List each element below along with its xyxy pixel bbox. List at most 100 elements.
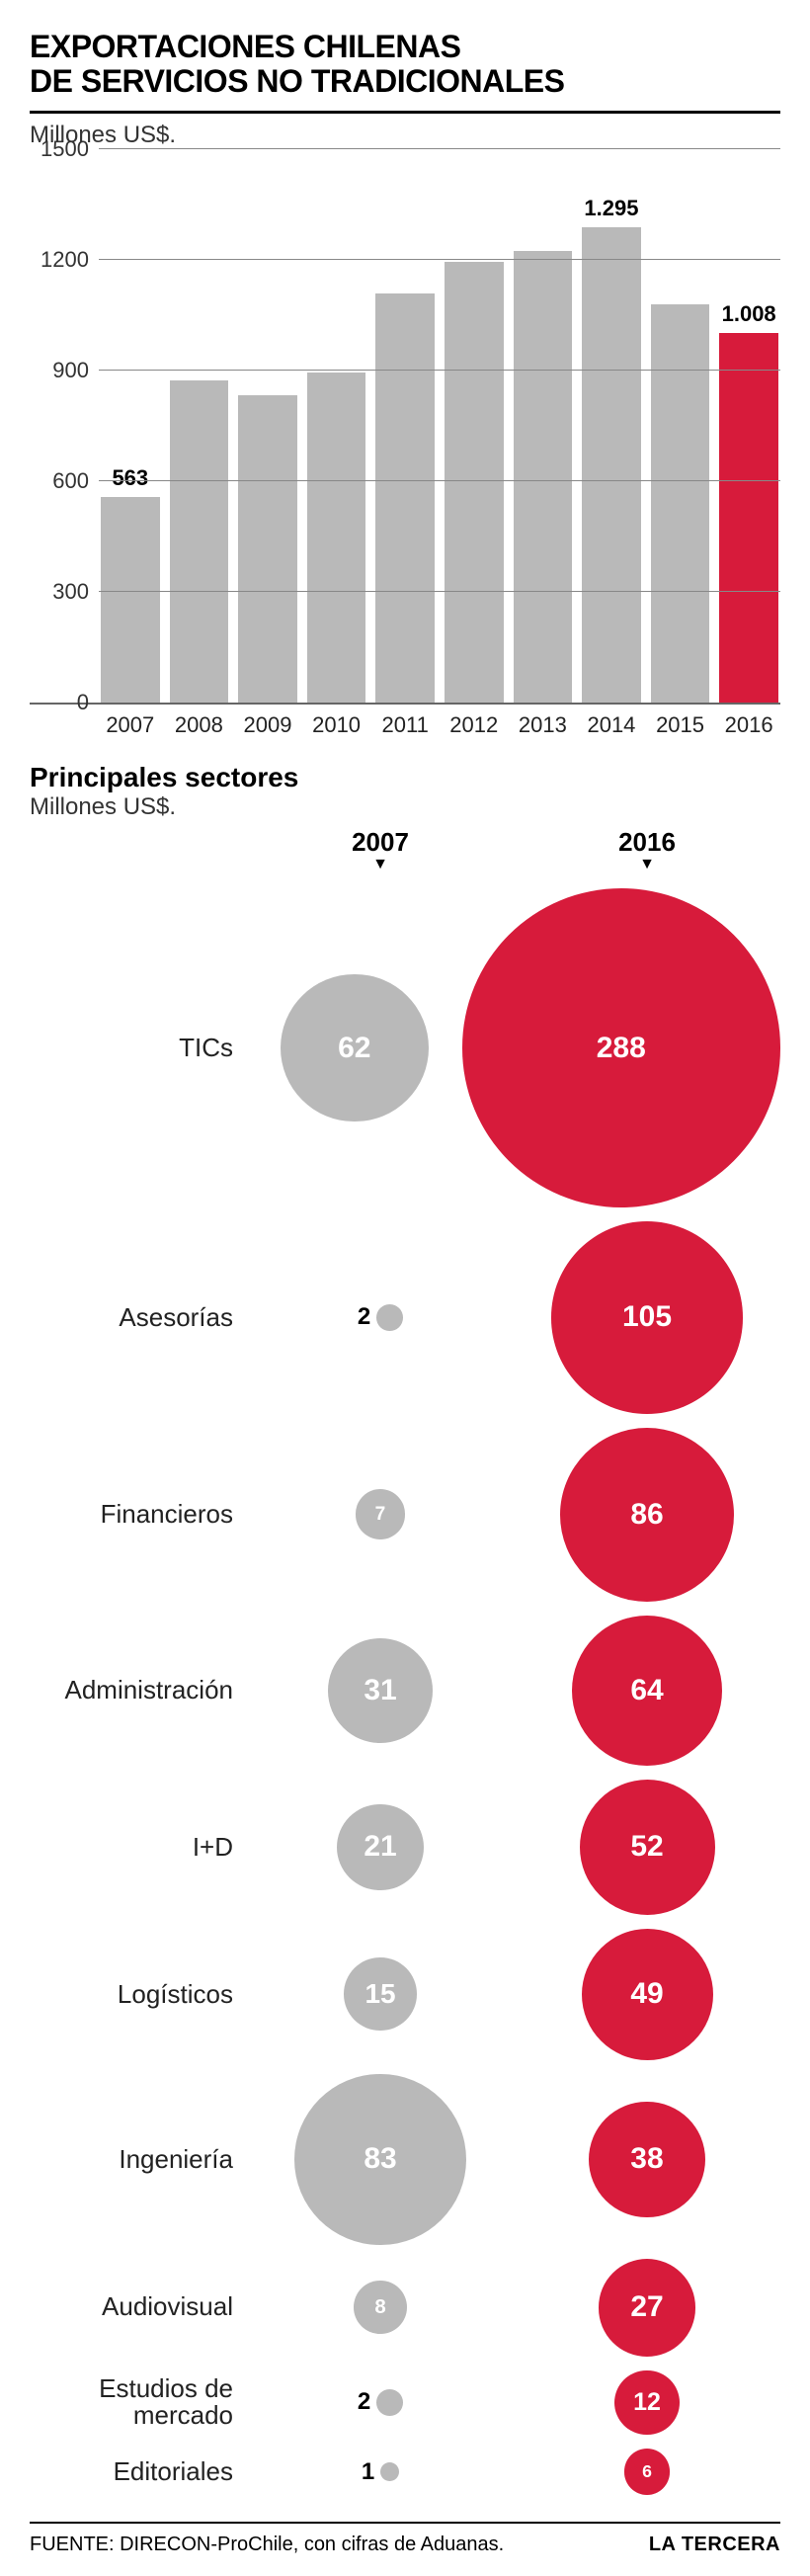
bar-rect xyxy=(443,260,506,703)
bar xyxy=(236,151,299,703)
sector-row: Ingeniería 83 38 xyxy=(30,2067,780,2252)
bubble xyxy=(380,2462,399,2481)
sector-row: Financieros 7 86 xyxy=(30,1421,780,1609)
bar xyxy=(649,151,712,703)
bubble-rows: TICs62288Asesorías2105Financieros786Admi… xyxy=(30,881,780,2523)
footer: FUENTE: DIRECON-ProChile, con cifras de … xyxy=(30,2534,780,2556)
sector-row: I+D2152 xyxy=(30,1773,780,1922)
bubble-col-2007: 83 xyxy=(247,2074,514,2245)
bubble-col-2007: 1 xyxy=(247,2457,514,2487)
xtick-label: 2009 xyxy=(236,708,299,738)
year-a-label: 2007 xyxy=(352,827,409,857)
sector-row: Editoriales 1 6 xyxy=(30,2442,780,2502)
sector-row: Administración 31 64 xyxy=(30,1609,780,1773)
bubble-col-2007: 8 xyxy=(247,2281,514,2334)
bar: 1.008 xyxy=(717,151,780,703)
ytick-label: 1500 xyxy=(30,136,89,162)
sector-name: TICs xyxy=(30,1035,247,1061)
title-line-1: EXPORTACIONES CHILENAS xyxy=(30,29,460,64)
bubble: 83 xyxy=(294,2074,465,2245)
sector-name: Audiovisual xyxy=(30,2293,247,2320)
bubble-col-b-header: 2016 ▼ xyxy=(514,827,780,873)
bar-rect xyxy=(512,249,575,703)
bubble: 105 xyxy=(551,1221,744,1414)
sector-name: Estudios demercado xyxy=(30,2375,247,2430)
bubble-col-2016: 52 xyxy=(514,1780,780,1915)
bar: 563 xyxy=(99,151,162,703)
bubble: 86 xyxy=(560,1428,734,1602)
bubble-col-2007: 31 xyxy=(247,1638,514,1743)
bubble: 31 xyxy=(328,1638,433,1743)
sector-row: Estudios demercado 2 12 xyxy=(30,2364,780,2443)
sector-row: Logísticos15 49 xyxy=(30,1922,780,2067)
sector-name: Financieros xyxy=(30,1501,247,1528)
sector-row: TICs62288 xyxy=(30,881,780,1213)
bar-value-label: 563 xyxy=(112,465,148,491)
barchart-y-label: Millones US$. xyxy=(30,122,780,149)
xtick-label: 2016 xyxy=(717,708,780,738)
barchart-xaxis: 2007200820092010201120122013201420152016 xyxy=(99,708,780,738)
barchart: 5631.2951.008 030060090012001500 xyxy=(30,151,780,705)
bubble: 21 xyxy=(337,1804,423,1890)
bubble-col-2007: 2 xyxy=(247,2387,514,2417)
bubble-col-2007: 15 xyxy=(247,1957,514,2031)
bubble: 6 xyxy=(624,2449,671,2495)
bubble-col-2016: 49 xyxy=(514,1929,780,2060)
ytick-label: 900 xyxy=(30,358,89,383)
year-b-label: 2016 xyxy=(618,827,676,857)
bubble: 7 xyxy=(356,1489,405,1538)
bubble: 12 xyxy=(614,2370,680,2436)
gridline xyxy=(99,591,780,592)
bubble-col-2016: 27 xyxy=(514,2259,780,2357)
bar-value-label: 1.008 xyxy=(722,301,776,327)
bar: 1.295 xyxy=(580,151,643,703)
xtick-label: 2007 xyxy=(99,708,162,738)
bubble-col-2016: 12 xyxy=(514,2370,780,2436)
sector-row: Asesorías2105 xyxy=(30,1214,780,1421)
sector-name: Ingeniería xyxy=(30,2146,247,2173)
sectors-title: Principales sectores xyxy=(30,762,780,793)
bar-rect xyxy=(305,371,368,703)
barchart-bars: 563 1.295 1.008 xyxy=(99,151,780,703)
xtick-label: 2013 xyxy=(512,708,575,738)
bar-rect xyxy=(236,393,299,704)
xtick-label: 2012 xyxy=(443,708,506,738)
bar xyxy=(168,151,231,703)
bar xyxy=(443,151,506,703)
bar-rect xyxy=(373,291,437,703)
bar-rect xyxy=(168,378,231,704)
bar-value-label: 1.295 xyxy=(584,196,638,221)
xtick-label: 2011 xyxy=(373,708,437,738)
bubble-col-2016: 64 xyxy=(514,1616,780,1766)
xtick-label: 2010 xyxy=(305,708,368,738)
bar-rect xyxy=(580,225,643,703)
bubble xyxy=(376,2389,403,2416)
bubble: 49 xyxy=(582,1929,713,2060)
bubble: 288 xyxy=(462,888,780,1206)
bubble-value-label: 1 xyxy=(362,2458,374,2486)
bubble-col-2007: 7 xyxy=(247,1489,514,1538)
bubble: 64 xyxy=(572,1616,722,1766)
sector-name: Logísticos xyxy=(30,1981,247,2008)
bubble-col-2016: 38 xyxy=(514,2102,780,2217)
chevron-down-icon: ▼ xyxy=(247,856,514,873)
bubble-col-2016: 105 xyxy=(514,1221,780,1414)
sector-name: Asesorías xyxy=(30,1304,247,1331)
bubble-header: 2007 ▼ 2016 ▼ xyxy=(30,827,780,873)
bubble-col-a-header: 2007 ▼ xyxy=(247,827,514,873)
bar-rect xyxy=(717,331,780,703)
bubble-col-2007: 62 xyxy=(247,974,462,1122)
barchart-plot: 563 1.295 1.008 xyxy=(99,151,780,703)
bubble-col-2016: 6 xyxy=(514,2449,780,2495)
gridline xyxy=(99,480,780,481)
bar xyxy=(305,151,368,703)
main-title: EXPORTACIONES CHILENAS DE SERVICIOS NO T… xyxy=(30,30,780,114)
bubble-value-label: 2 xyxy=(358,2388,370,2416)
bubble: 27 xyxy=(599,2259,696,2357)
sector-name: Editoriales xyxy=(30,2458,247,2485)
bubble-col-2007: 21 xyxy=(247,1804,514,1890)
sector-name: Administración xyxy=(30,1677,247,1703)
ytick-label: 0 xyxy=(30,690,89,715)
xtick-label: 2015 xyxy=(649,708,712,738)
sector-row: Audiovisual8 27 xyxy=(30,2252,780,2364)
